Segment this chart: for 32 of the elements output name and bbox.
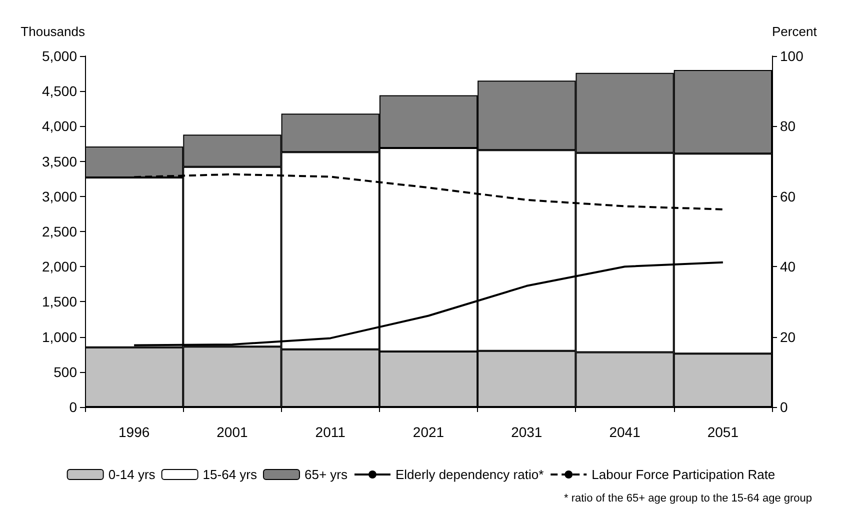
text: * ratio of the 65+ age group to the 15-64 age group bbox=[564, 492, 812, 504]
y2-tick-label: 20 bbox=[780, 328, 796, 345]
y2-tick-label: 100 bbox=[780, 48, 804, 64]
y-tick-label: 0 bbox=[69, 399, 78, 415]
x-tick-label: 2051 bbox=[707, 424, 739, 440]
y-tick-label: 2,000 bbox=[42, 258, 78, 275]
x-tick-label: 2031 bbox=[511, 424, 542, 440]
y-tick-label: 1,500 bbox=[42, 294, 78, 310]
y-tick-label: 4,500 bbox=[42, 83, 78, 100]
y-tick-label: 1,000 bbox=[42, 328, 78, 345]
y-tick-label: 3,000 bbox=[42, 188, 78, 204]
y-tick-label: 500 bbox=[54, 364, 78, 380]
y2-tick-label: 80 bbox=[780, 118, 796, 134]
y-tick-label: 5,000 bbox=[42, 48, 78, 64]
x-tick-label: 2041 bbox=[609, 424, 641, 440]
y2-tick-label: 40 bbox=[780, 258, 796, 275]
legend-label: 15-64 yrs bbox=[202, 467, 258, 482]
x-tick-label: 2011 bbox=[315, 424, 346, 440]
y-axis-title: Thousands bbox=[20, 24, 86, 39]
y-tick-label: 2,500 bbox=[42, 224, 78, 240]
x-tick-label: 1996 bbox=[118, 424, 150, 440]
legend-label: Labour Force Participation Rate bbox=[592, 467, 776, 482]
y-tick-label: 4,000 bbox=[42, 118, 78, 134]
y2-tick-label: 0 bbox=[780, 399, 788, 415]
x-tick-label: 2021 bbox=[412, 424, 444, 440]
legend-label: Elderly dependency ratio* bbox=[395, 467, 544, 482]
legend-label: 65+ yrs bbox=[304, 467, 348, 482]
y-tick-label: 3,500 bbox=[42, 153, 78, 170]
x-tick-label: 2001 bbox=[216, 424, 248, 440]
y2-axis-title: Percent bbox=[772, 24, 818, 39]
legend-label: 0-14 yrs bbox=[108, 467, 156, 482]
y2-tick-label: 60 bbox=[780, 188, 796, 204]
